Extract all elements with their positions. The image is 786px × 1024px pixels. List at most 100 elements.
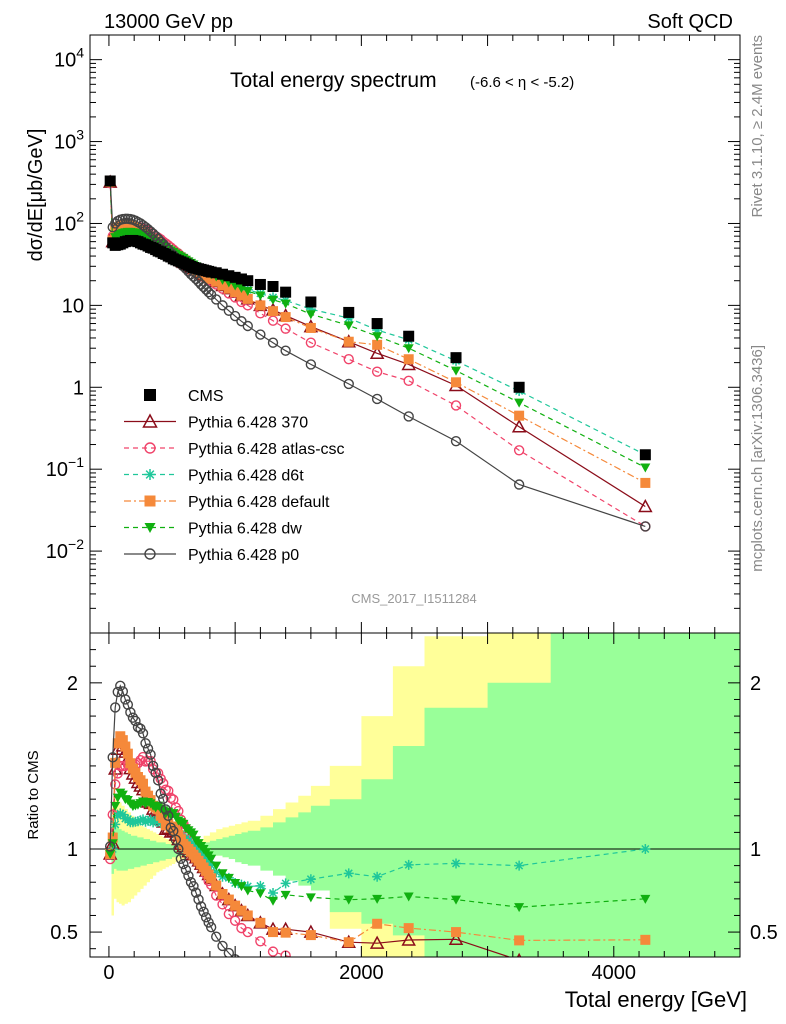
point-cms [639, 449, 651, 461]
chart-title: Total energy spectrum [230, 69, 437, 92]
point-atlas [267, 315, 279, 326]
point-cms [235, 273, 247, 285]
legend-marker-d6t [144, 469, 156, 480]
legend-label-p370: Pythia 6.428 370 [188, 415, 308, 432]
y-tick-label: 10−2 [46, 536, 84, 563]
ratio-point-dw [230, 878, 241, 888]
point-dw [280, 299, 291, 309]
ratio-point-dw [223, 873, 234, 883]
point-p0 [513, 479, 525, 490]
point-cms [450, 352, 462, 364]
point-p0 [217, 300, 228, 311]
point-dw [372, 332, 383, 342]
ratio-point-d6t [451, 858, 462, 869]
ratio-point-default [125, 758, 136, 769]
side-rivet: Rivet 3.1.10, ≥ 2.4M events [749, 35, 766, 218]
ratio-point-dw [206, 854, 217, 864]
ratio-point-p0 [205, 921, 217, 933]
ratio-point-d6t [268, 887, 279, 898]
side-mcplots: mcplots.cern.ch [arXiv:1306.3436] [749, 345, 766, 572]
point-default [403, 354, 414, 365]
ratio-y-tick-label-right: 2 [750, 673, 761, 695]
point-default [217, 280, 228, 291]
ratio-point-d6t [372, 871, 383, 882]
point-dw [451, 366, 462, 376]
point-p370 [511, 419, 527, 433]
ratio-point-default [217, 889, 228, 899]
point-cms [242, 275, 254, 287]
ratio-point-default [223, 894, 234, 905]
point-atlas [513, 445, 525, 456]
point-atlas [280, 323, 291, 334]
point-default [280, 312, 291, 323]
ratio-point-d6t [514, 860, 525, 871]
ratio-point-d6t [211, 867, 222, 878]
ratio-point-d6t [110, 819, 121, 830]
point-p0 [280, 345, 291, 356]
legend-label-p0: Pythia 6.428 p0 [188, 547, 299, 564]
ratio-point-dw [188, 830, 199, 840]
ratio-point-d6t [140, 816, 151, 827]
ratio-point-d6t [132, 816, 143, 827]
point-p0 [223, 305, 235, 316]
point-cms [267, 280, 279, 292]
ratio-point-p0 [193, 894, 204, 905]
ratio-point-default [112, 738, 123, 749]
ratio-point-p0 [175, 853, 187, 864]
ratio-y-tick-label-left: 1 [67, 839, 78, 861]
ratio-point-d6t [343, 868, 354, 879]
ratio-point-atlas [229, 915, 241, 926]
ratio-point-p0 [132, 721, 144, 733]
ratio-point-p0 [120, 694, 131, 705]
ratio-point-p0 [178, 858, 189, 870]
ratio-point-d6t [148, 817, 159, 828]
point-p0 [255, 329, 266, 340]
ratio-point-d6t [135, 815, 146, 826]
ratio-point-dw [280, 890, 291, 900]
point-p0 [229, 310, 241, 322]
ratio-point-dw [372, 894, 383, 904]
ratio-point-p0 [155, 788, 166, 799]
y-tick-label: 103 [54, 127, 84, 154]
ratio-y-tick-label-left: 0.5 [50, 922, 78, 944]
point-p0 [450, 435, 462, 447]
y-tick-label: 104 [54, 45, 84, 72]
ratio-point-d6t [242, 881, 253, 892]
ratio-point-p0 [281, 979, 290, 988]
ratio-point-p0 [237, 960, 246, 969]
point-default [230, 287, 241, 298]
point-p0 [132, 216, 144, 228]
ratio-point-p0 [195, 901, 207, 912]
ratio-point-p0 [217, 940, 228, 952]
point-p0 [203, 286, 214, 298]
legend-marker-atlas [144, 442, 156, 454]
point-cms [217, 268, 229, 280]
ratio-point-default [403, 923, 414, 934]
point-atlas [371, 366, 383, 377]
y-tick-label: 1 [73, 377, 84, 399]
legend-marker-dw [144, 523, 156, 533]
ratio-point-dw [105, 850, 116, 860]
legend-marker-p370 [142, 413, 158, 428]
point-default [305, 322, 316, 333]
point-dw [640, 463, 651, 473]
point-p370 [369, 345, 385, 360]
legend-label-atlas: Pythia 6.428 atlas-csc [188, 441, 345, 458]
ratio-point-default [255, 917, 266, 928]
legend-label-cms: CMS [188, 388, 224, 405]
ratio-point-p0 [452, 995, 461, 1004]
x-tick-label: 2000 [339, 962, 384, 984]
ratio-point-dw [343, 895, 354, 905]
ratio-y-tick-label-right: 0.5 [750, 922, 778, 944]
ratio-point-default [242, 910, 253, 921]
point-p0 [403, 411, 414, 422]
ratio-point-dw [255, 889, 266, 899]
ratio-point-default [211, 880, 222, 891]
ratio-point-atlas [110, 779, 121, 790]
y-tick-label: 10−1 [46, 454, 84, 481]
ratio-point-default [206, 873, 217, 884]
ratio-y-tick-label-right: 1 [750, 839, 761, 861]
ratio-point-atlas [255, 936, 266, 947]
ratio-point-default [514, 935, 525, 946]
